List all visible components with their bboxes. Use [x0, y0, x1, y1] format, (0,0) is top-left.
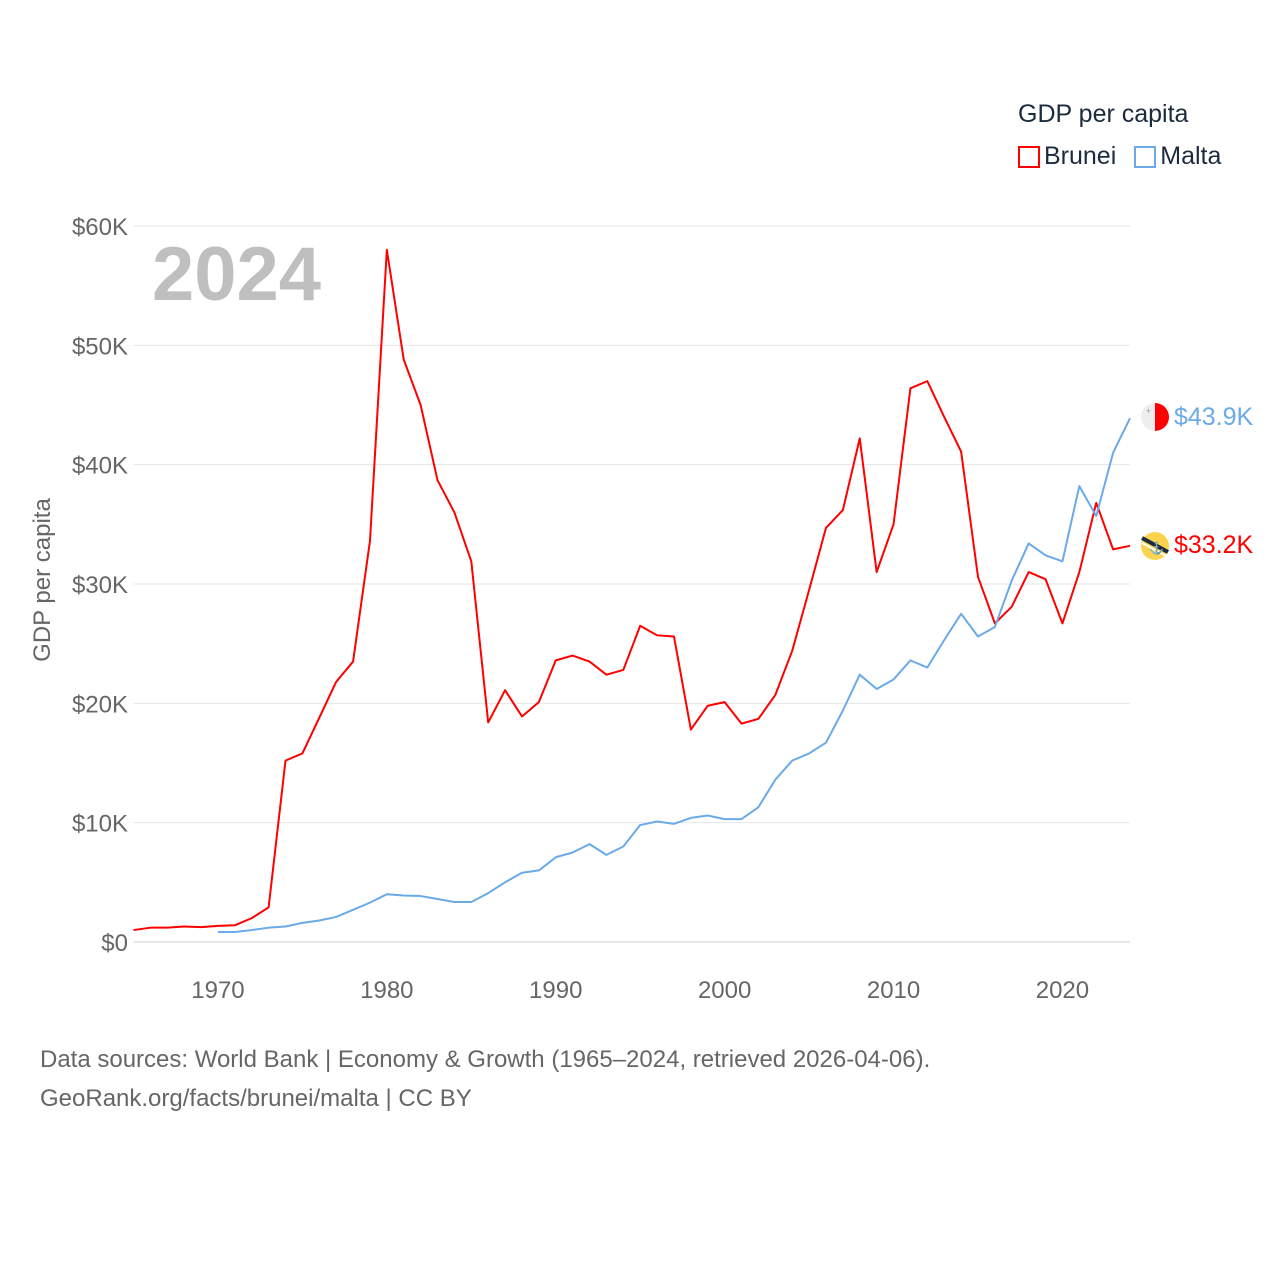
- legend-item-brunei[interactable]: Brunei: [1018, 142, 1116, 171]
- x-tick-label: 1980: [360, 977, 413, 1004]
- malta-end-label: $43.9K: [1174, 403, 1254, 431]
- series-line-malta: [217, 417, 1131, 933]
- y-axis-label: GDP per capita: [29, 498, 56, 662]
- legend-title: GDP per capita: [1018, 100, 1189, 128]
- brunei-flag-icon: ⚓: [1141, 532, 1169, 560]
- svg-text:+: +: [1146, 406, 1151, 416]
- legend-item-malta[interactable]: Malta: [1134, 142, 1221, 171]
- y-tick-label: $50K: [72, 333, 128, 360]
- series-line-brunei: [133, 248, 1131, 932]
- brunei-swatch-icon: [1018, 145, 1040, 168]
- x-tick-label: 1990: [529, 977, 582, 1004]
- y-tick-label: $0: [101, 930, 128, 957]
- x-tick-label: 1970: [191, 977, 244, 1004]
- y-tick-label: $30K: [72, 572, 128, 599]
- x-tick-label: 2010: [867, 977, 920, 1004]
- source-text: Data sources: World Bank | Economy & Gro…: [40, 1046, 931, 1073]
- y-tick-label: $60K: [72, 214, 128, 241]
- y-tick-label: $40K: [72, 453, 128, 480]
- legend: Brunei Malta: [1018, 142, 1221, 171]
- svg-text:⚓: ⚓: [1149, 541, 1164, 555]
- y-tick-label: $20K: [72, 691, 128, 718]
- brunei-end-label: $33.2K: [1174, 531, 1254, 559]
- y-tick-label: $10K: [72, 811, 128, 838]
- malta-swatch-icon: [1134, 145, 1157, 168]
- source-link[interactable]: GeoRank.org/facts/brunei/malta | CC BY: [40, 1085, 472, 1112]
- x-tick-label: 2020: [1036, 977, 1089, 1004]
- legend-label: Malta: [1160, 142, 1222, 170]
- x-tick-label: 2000: [698, 977, 751, 1004]
- malta-flag-icon: +: [1141, 403, 1169, 431]
- year-watermark: 2024: [152, 232, 321, 317]
- legend-label: Brunei: [1044, 142, 1117, 170]
